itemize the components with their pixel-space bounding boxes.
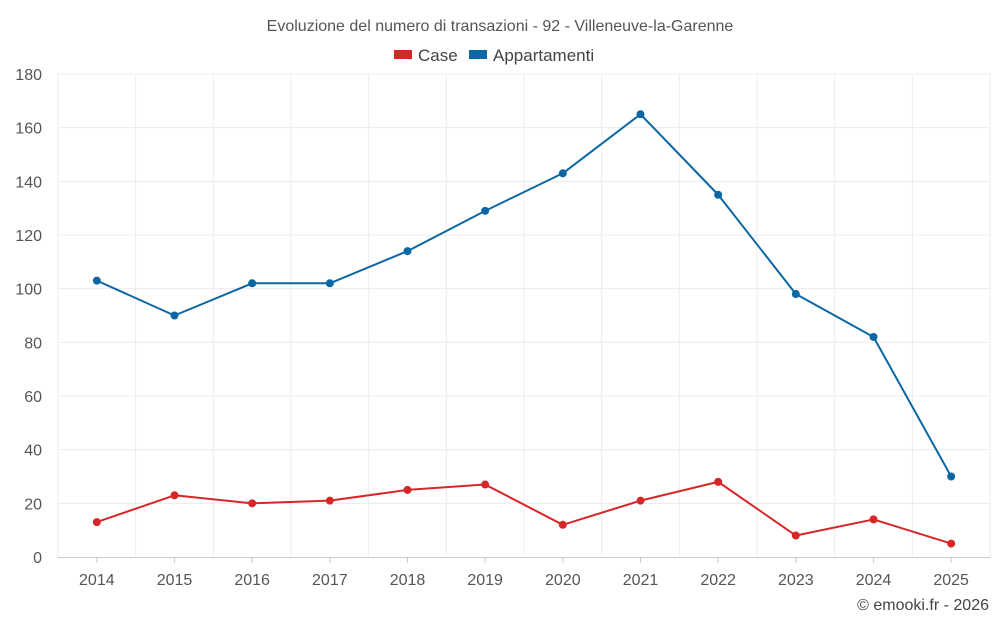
data-point-appartamenti-2022[interactable] <box>714 190 723 199</box>
y-tick-label: 80 <box>24 335 42 352</box>
legend: Case Appartamenti <box>394 46 594 65</box>
x-tick-label: 2020 <box>545 572 581 589</box>
y-tick-label: 120 <box>15 228 42 245</box>
x-tick-label: 2017 <box>312 572 348 589</box>
series-line-case <box>96 480 952 545</box>
x-tick-label: 2023 <box>778 572 814 589</box>
y-tick-label: 40 <box>24 443 42 460</box>
data-point-case-2019[interactable] <box>481 480 490 489</box>
data-point-appartamenti-2016[interactable] <box>248 279 257 288</box>
chart-title: Evoluzione del numero di transazioni - 9… <box>267 18 734 35</box>
x-tick-label: 2019 <box>467 572 503 589</box>
x-tick-label: 2024 <box>856 572 892 589</box>
data-point-appartamenti-2025[interactable] <box>947 472 956 481</box>
x-tick-label: 2025 <box>933 572 969 589</box>
data-point-case-2018[interactable] <box>403 485 412 494</box>
y-tick-label: 160 <box>15 121 42 138</box>
data-point-case-2021[interactable] <box>636 496 645 505</box>
x-tick-label: 2016 <box>234 572 270 589</box>
data-point-appartamenti-2021[interactable] <box>636 110 645 119</box>
y-tick-label: 140 <box>15 174 42 191</box>
data-point-appartamenti-2023[interactable] <box>791 290 800 299</box>
data-point-case-2020[interactable] <box>558 520 567 529</box>
x-axis-ticks: 2014 2015 2016 2017 2018 2019 2020 2021 2022 2023… <box>79 557 969 589</box>
legend-swatch-appartamenti <box>469 50 487 59</box>
x-tick-label: 2018 <box>390 572 426 589</box>
legend-label-case: Case <box>418 46 458 65</box>
data-point-case-2023[interactable] <box>791 531 800 540</box>
data-point-appartamenti-2018[interactable] <box>403 247 412 256</box>
data-point-appartamenti-2014[interactable] <box>92 276 101 285</box>
x-tick-label: 2021 <box>623 572 659 589</box>
series-layer <box>92 110 956 548</box>
x-tick-label: 2015 <box>157 572 193 589</box>
grid <box>57 73 991 557</box>
y-tick-label: 0 <box>33 550 42 567</box>
data-point-case-2015[interactable] <box>170 491 179 500</box>
legend-item-appartamenti[interactable]: Appartamenti <box>469 46 594 65</box>
y-tick-label: 20 <box>24 496 42 513</box>
data-point-appartamenti-2015[interactable] <box>170 311 179 320</box>
legend-swatch-case <box>394 50 412 59</box>
y-tick-label: 180 <box>15 67 42 84</box>
legend-label-appartamenti: Appartamenti <box>493 46 594 65</box>
credit-text: © emooki.fr - 2026 <box>857 597 989 614</box>
data-point-appartamenti-2020[interactable] <box>558 169 567 178</box>
legend-item-case[interactable]: Case <box>394 46 458 65</box>
data-point-case-2022[interactable] <box>714 477 723 486</box>
data-point-case-2025[interactable] <box>947 539 956 548</box>
y-tick-label: 100 <box>15 282 42 299</box>
x-tick-label: 2022 <box>700 572 736 589</box>
data-point-appartamenti-2024[interactable] <box>869 332 878 341</box>
data-point-case-2014[interactable] <box>92 518 101 527</box>
data-point-case-2024[interactable] <box>869 515 878 524</box>
data-point-case-2016[interactable] <box>248 499 257 508</box>
data-point-appartamenti-2017[interactable] <box>325 279 334 288</box>
series-line-appartamenti <box>96 113 953 477</box>
data-point-case-2017[interactable] <box>325 496 334 505</box>
x-tick-label: 2014 <box>79 572 115 589</box>
y-axis-ticks: 0 20 40 60 80 100 120 140 160 180 <box>15 67 42 567</box>
data-point-appartamenti-2019[interactable] <box>481 206 490 215</box>
y-tick-label: 60 <box>24 389 42 406</box>
